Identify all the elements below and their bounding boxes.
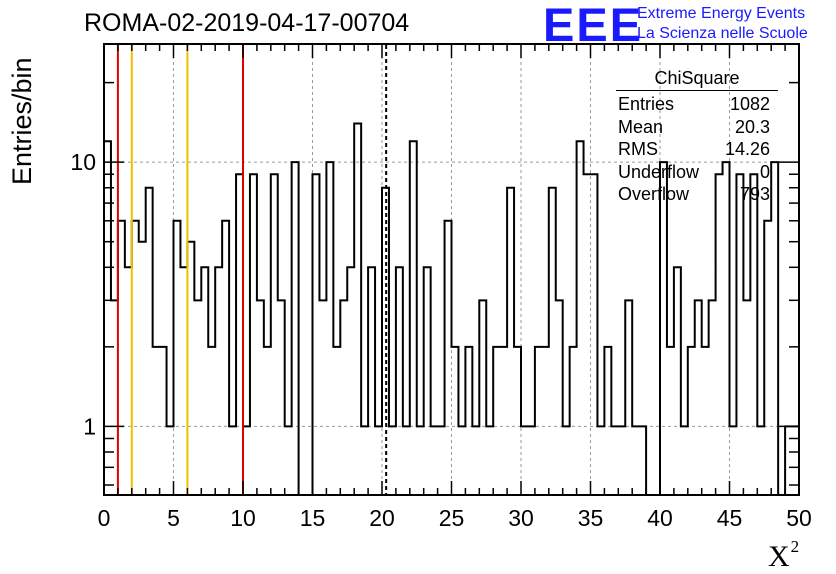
x-tick-label: 35: [578, 505, 604, 531]
x-tick-label: 15: [300, 505, 326, 531]
y-tick-label: 10: [70, 149, 96, 175]
x-tick-label: 5: [167, 505, 180, 531]
stat-label: Mean: [618, 116, 664, 137]
logo-tagline-2: La Scienza nelle Scuole: [637, 25, 808, 42]
stat-value: 14.26: [724, 139, 770, 159]
x-tick-label: 40: [647, 505, 673, 531]
stat-value: 1082: [729, 94, 770, 114]
stat-row-rms: RMS 14.26: [612, 138, 778, 161]
x-tick-label: 45: [717, 505, 743, 531]
stat-label: Overflow: [618, 184, 690, 204]
eee-logo: EEE: [543, 0, 644, 51]
stat-value: 20.3: [734, 116, 770, 137]
histogram-line: [103, 122, 800, 496]
stat-label: Entries: [618, 94, 675, 114]
y-tick-label: 1: [83, 413, 96, 439]
stats-box-title: ChiSquare: [616, 68, 778, 91]
stat-value: 793: [739, 184, 770, 204]
stat-row-underflow: Underflow 0: [612, 161, 778, 184]
chart-title: ROMA-02-2019-04-17-00704: [84, 9, 410, 37]
x-tick-label: 10: [230, 505, 256, 531]
x-tick-label: 20: [369, 505, 395, 531]
stat-row-overflow: Overflow 793: [612, 183, 778, 206]
x-tick-label: 50: [786, 505, 812, 531]
logo-tagline-1: Extreme Energy Events: [637, 5, 806, 22]
stat-row-mean: Mean 20.3: [612, 116, 778, 139]
y-axis-label: Entries/bin: [7, 57, 37, 185]
x-tick-label: 30: [508, 505, 534, 531]
stat-label: RMS: [618, 139, 658, 159]
x-tick-label: 25: [439, 505, 465, 531]
x-axis-label: X2: [768, 537, 800, 573]
stats-box: ChiSquare Entries 1082 Mean 20.3 RMS 14.…: [612, 68, 778, 206]
stat-value: 0: [759, 161, 770, 182]
stat-row-entries: Entries 1082: [612, 93, 778, 116]
x-tick-label: 0: [98, 505, 111, 531]
x-axis-label-exponent: 2: [790, 537, 800, 556]
stat-label: Underflow: [618, 161, 700, 182]
